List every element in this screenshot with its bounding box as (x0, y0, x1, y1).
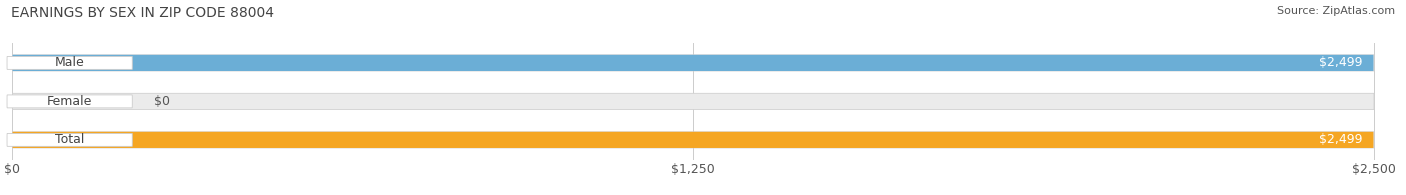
FancyBboxPatch shape (7, 95, 132, 108)
FancyBboxPatch shape (13, 132, 1374, 148)
Text: EARNINGS BY SEX IN ZIP CODE 88004: EARNINGS BY SEX IN ZIP CODE 88004 (11, 6, 274, 20)
FancyBboxPatch shape (7, 56, 132, 69)
Text: Female: Female (46, 95, 93, 108)
Text: $2,499: $2,499 (1319, 56, 1362, 69)
FancyBboxPatch shape (13, 55, 1374, 71)
FancyBboxPatch shape (13, 55, 1374, 71)
Text: $0: $0 (155, 95, 170, 108)
FancyBboxPatch shape (7, 133, 132, 146)
Text: Total: Total (55, 133, 84, 146)
Text: Source: ZipAtlas.com: Source: ZipAtlas.com (1277, 6, 1395, 16)
FancyBboxPatch shape (13, 93, 1374, 109)
FancyBboxPatch shape (13, 132, 1374, 148)
Text: $2,499: $2,499 (1319, 133, 1362, 146)
Text: Male: Male (55, 56, 84, 69)
